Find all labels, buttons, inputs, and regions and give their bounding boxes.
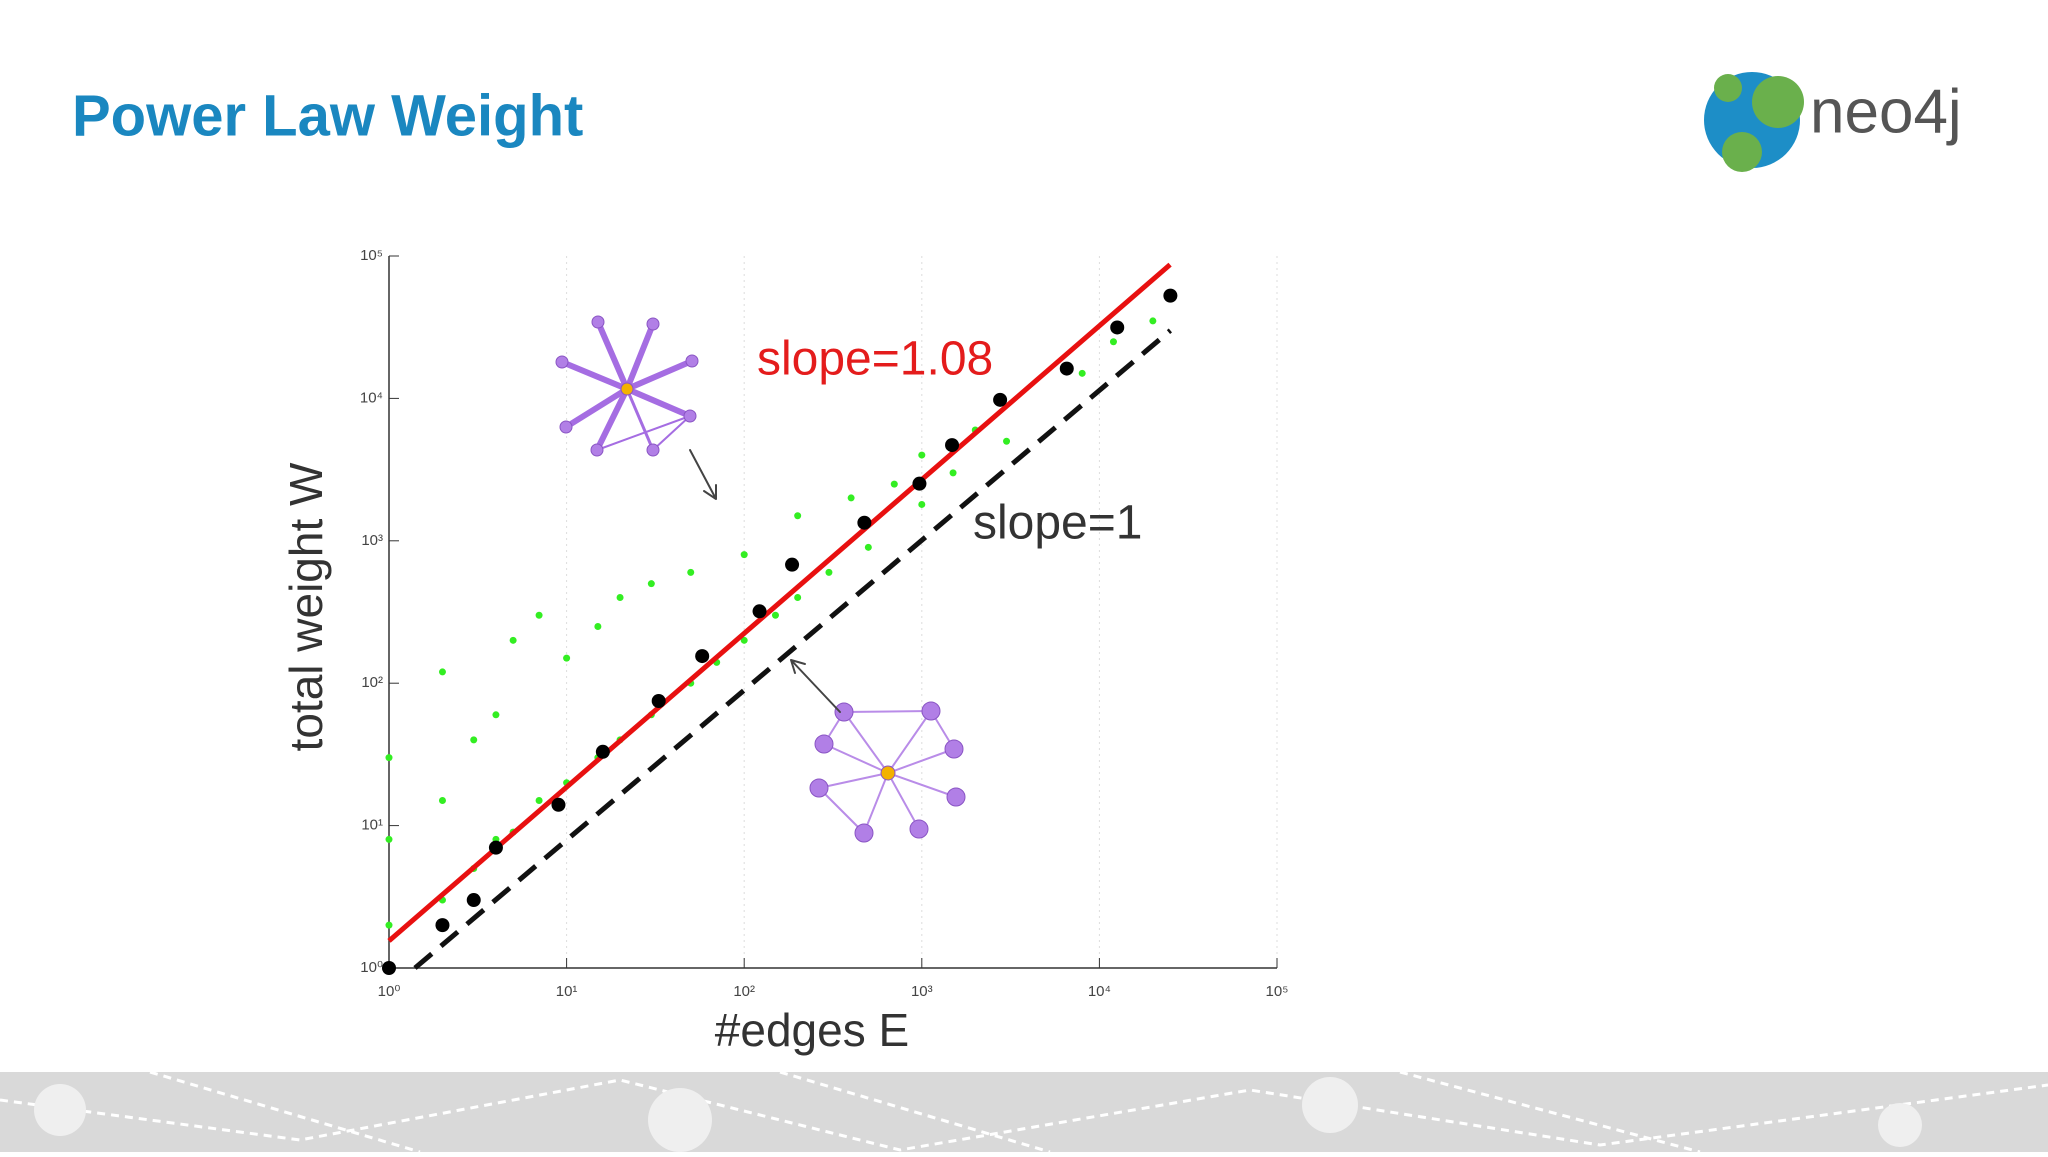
inset-bottom-nodes <box>809 701 966 843</box>
inset-diagrams <box>555 315 966 843</box>
point <box>435 918 450 933</box>
x-tick-label: 10⁰ <box>378 983 401 1000</box>
banner-dot <box>34 1084 86 1136</box>
x-tick-label: 10⁵ <box>1266 983 1289 1000</box>
point <box>438 797 446 805</box>
point <box>918 451 926 459</box>
point <box>993 392 1008 407</box>
point <box>1149 317 1157 325</box>
point <box>551 797 566 812</box>
point <box>740 551 748 559</box>
point <box>647 580 655 588</box>
point <box>488 840 503 855</box>
point <box>1059 361 1074 376</box>
y-tick-label: 10¹ <box>361 817 383 834</box>
point <box>438 668 446 676</box>
annotation: slope=1.08 <box>757 333 993 386</box>
point <box>563 654 571 662</box>
x-tick-label: 10⁴ <box>1088 983 1111 1000</box>
point <box>794 593 802 601</box>
point <box>847 494 855 502</box>
logo: neo4j <box>1704 72 1962 172</box>
point <box>794 512 802 520</box>
point <box>945 438 960 453</box>
x-axis-label: #edges E <box>715 1004 909 1056</box>
banner <box>0 1070 2048 1154</box>
arrow <box>689 449 717 500</box>
point <box>857 515 872 530</box>
fit-line <box>413 328 1172 970</box>
point <box>752 604 767 619</box>
logo-text: neo4j <box>1810 77 1962 146</box>
banner-dot <box>648 1088 712 1152</box>
inset-top-nodes <box>555 315 699 457</box>
y-tick-label: 10⁰ <box>360 959 383 976</box>
point <box>890 480 898 488</box>
banner-lines <box>0 1070 2048 1154</box>
point <box>687 568 695 576</box>
point <box>595 744 610 759</box>
y-tick-label: 10⁴ <box>360 389 383 406</box>
point <box>535 797 543 805</box>
logo-circle <box>1714 74 1742 102</box>
point <box>825 568 833 576</box>
y-tick-label: 10³ <box>361 532 383 549</box>
banner-dot <box>1878 1103 1922 1147</box>
logo-circle <box>1722 132 1762 172</box>
chart: #edges E total weight W 10⁰ 10¹ 10² 10³ 10⁴ 1… <box>280 247 1288 1056</box>
point <box>1163 288 1178 303</box>
y-tick-label: 10⁵ <box>360 247 383 264</box>
point <box>1078 369 1086 377</box>
slide-title: Power Law Weight <box>72 83 583 148</box>
inset-bottom <box>818 710 957 834</box>
banner-bg <box>0 1072 2048 1152</box>
x-tick-label: 10² <box>733 983 755 1000</box>
point <box>535 611 543 619</box>
point <box>1003 437 1011 445</box>
point <box>470 736 478 744</box>
x-tick-label: 10¹ <box>556 983 578 1000</box>
point <box>466 893 481 908</box>
point <box>385 754 393 762</box>
banner-dot <box>1302 1077 1358 1133</box>
y-tick-label: 10² <box>361 674 383 691</box>
point <box>864 543 872 551</box>
arrow <box>790 659 841 713</box>
annotation: slope=1 <box>973 497 1142 550</box>
point <box>616 593 624 601</box>
x-tick-label: 10³ <box>911 983 933 1000</box>
point <box>740 636 748 644</box>
point <box>695 649 710 664</box>
point <box>1109 338 1117 346</box>
point <box>651 693 666 708</box>
point <box>385 921 393 929</box>
fit-line <box>387 262 1172 943</box>
point <box>382 961 396 975</box>
point <box>949 469 957 477</box>
point <box>594 623 602 631</box>
point <box>912 476 927 491</box>
logo-circle <box>1752 76 1804 128</box>
point <box>492 711 500 719</box>
y-axis-label: total weight W <box>280 462 332 751</box>
point <box>1110 320 1125 335</box>
inset-top <box>559 319 695 453</box>
point <box>385 835 393 843</box>
point <box>918 500 926 508</box>
point <box>771 611 779 619</box>
point <box>509 636 517 644</box>
point <box>785 557 800 572</box>
